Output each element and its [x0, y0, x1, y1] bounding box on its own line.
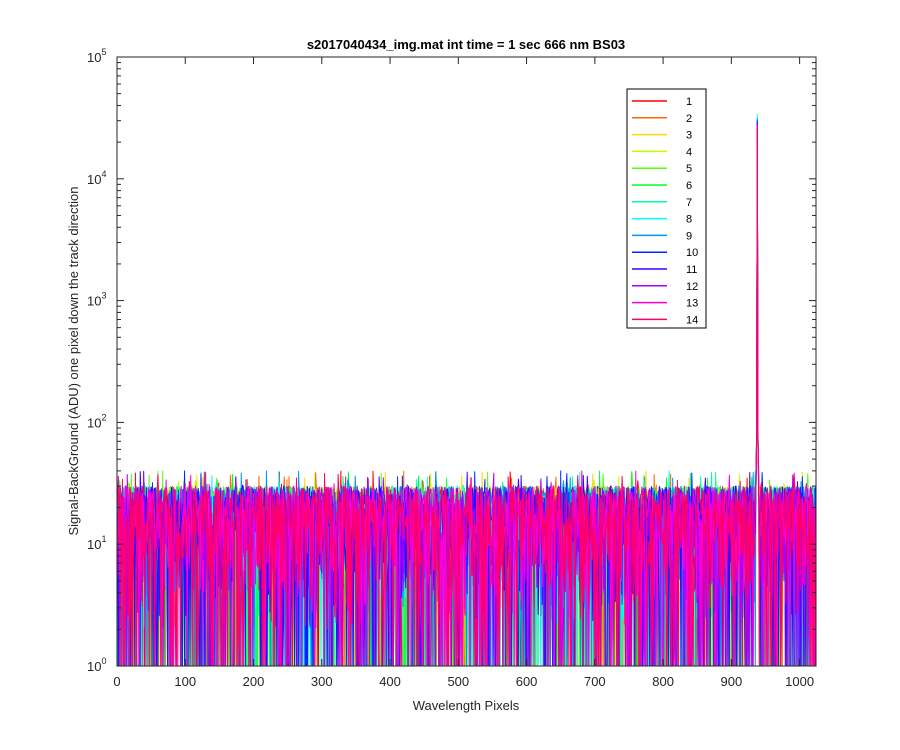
plot-area-frame — [116, 56, 817, 667]
legend-label-13: 13 — [686, 298, 698, 310]
ticks-layer: 0 100 200 300 400 500 600 700 800 900 100010010110… — [87, 47, 816, 689]
x-tick-label: 100 — [174, 674, 196, 689]
y-tick-exponent: 1 — [101, 534, 106, 544]
legend-label-6: 6 — [686, 180, 692, 192]
y-tick-label: 101 — [87, 534, 106, 552]
legend-label-4: 4 — [686, 146, 692, 158]
x-tick-label: 700 — [584, 674, 606, 689]
legend-label-10: 10 — [686, 247, 698, 259]
chart-title: s2017040434_img.mat int time = 1 sec 666… — [307, 37, 625, 52]
y-tick-label: 104 — [87, 169, 106, 187]
x-tick-label: 300 — [311, 674, 333, 689]
x-tick-label: 0 — [113, 674, 120, 689]
y-tick-exponent: 5 — [101, 47, 106, 57]
legend-label-14: 14 — [686, 314, 698, 326]
y-tick-base: 10 — [87, 50, 101, 65]
legend-label-11: 11 — [686, 264, 697, 276]
y-tick-base: 10 — [87, 172, 101, 187]
x-tick-label: 800 — [652, 674, 674, 689]
y-tick-label: 102 — [87, 412, 106, 430]
y-tick-base: 10 — [87, 537, 101, 552]
y-tick-label: 100 — [87, 656, 106, 674]
y-tick-label: 103 — [87, 291, 106, 309]
legend-label-8: 8 — [686, 214, 692, 226]
y-tick-base: 10 — [87, 415, 101, 430]
y-tick-exponent: 0 — [101, 656, 106, 666]
x-axis-label: Wavelength Pixels — [413, 698, 520, 713]
y-tick-label: 105 — [87, 47, 106, 65]
x-tick-label: 400 — [379, 674, 401, 689]
legend-label-1: 1 — [686, 96, 692, 108]
legend-label-3: 3 — [686, 130, 692, 142]
legend-label-2: 2 — [686, 113, 692, 125]
x-tick-label: 900 — [721, 674, 743, 689]
x-tick-label: 500 — [447, 674, 469, 689]
series-layer — [116, 113, 817, 667]
legend-box — [626, 88, 707, 329]
x-tick-label: 600 — [516, 674, 538, 689]
y-tick-exponent: 4 — [101, 169, 106, 179]
legend-label-7: 7 — [686, 197, 692, 209]
series-line-14 — [116, 127, 817, 667]
y-tick-exponent: 2 — [101, 412, 106, 422]
x-tick-label: 1000 — [785, 674, 814, 689]
y-axis-label: Signal-BackGround (ADU) one pixel down t… — [66, 186, 81, 535]
y-tick-base: 10 — [87, 294, 101, 309]
x-tick-label: 200 — [243, 674, 265, 689]
y-tick-base: 10 — [87, 659, 101, 674]
legend-label-5: 5 — [686, 163, 692, 175]
legend-label-9: 9 — [686, 230, 692, 242]
y-tick-exponent: 3 — [101, 291, 106, 301]
legend-label-12: 12 — [686, 281, 698, 293]
